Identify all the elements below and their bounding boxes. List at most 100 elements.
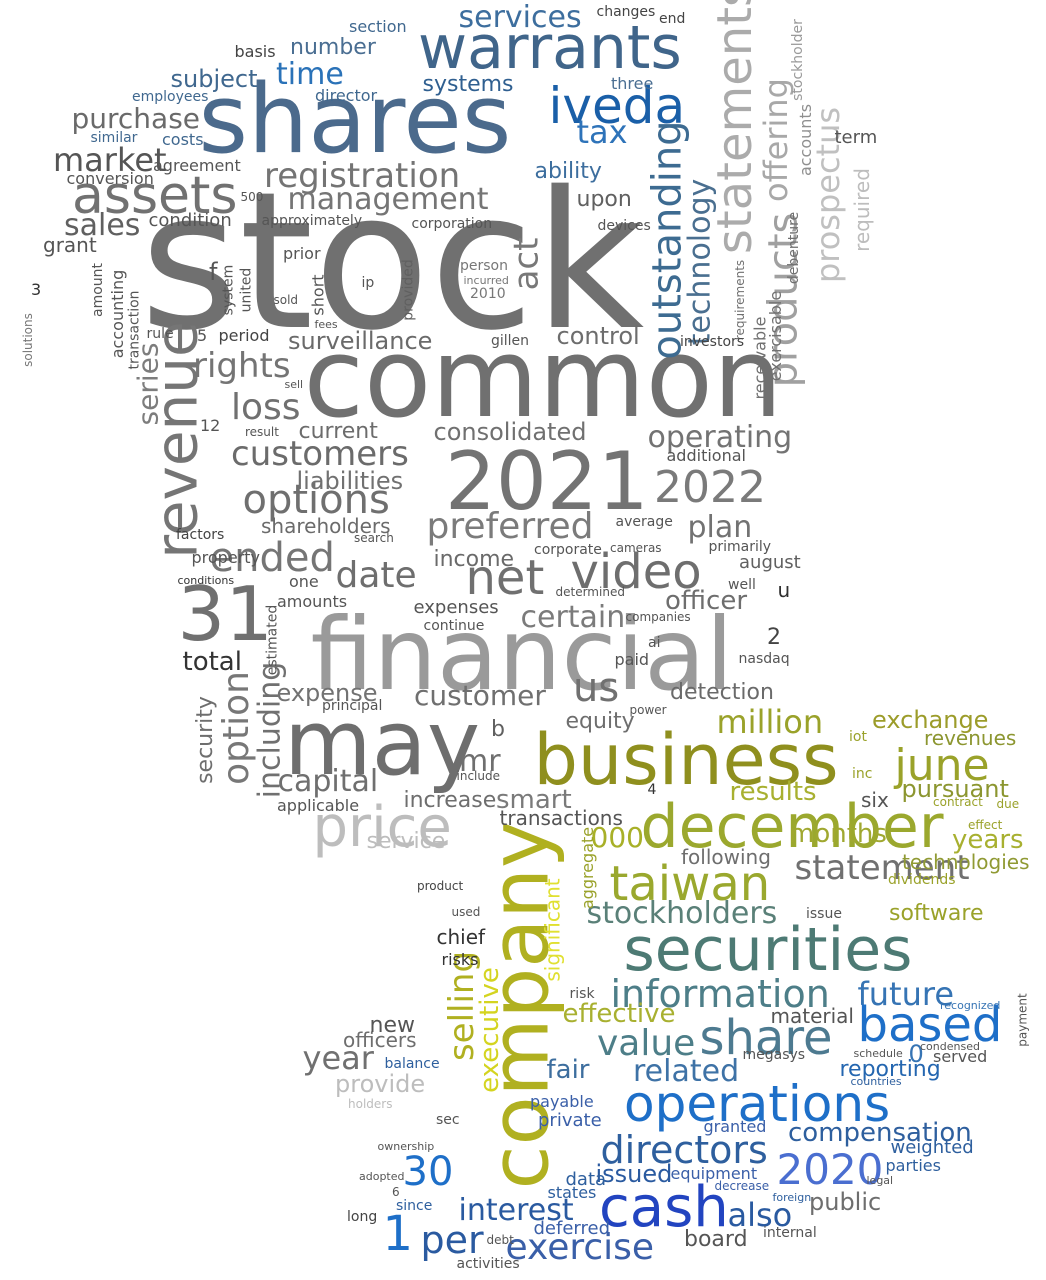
cloud-word: megasys (743, 1048, 806, 1062)
cloud-word: 6 (392, 1186, 400, 1198)
cloud-word: parties (886, 1158, 941, 1174)
cloud-word: receivable (752, 317, 768, 400)
cloud-word: purchase (72, 105, 201, 133)
cloud-word: board (684, 1229, 748, 1251)
cloud-word: paid (615, 652, 650, 668)
cloud-word: due (997, 798, 1020, 810)
cloud-word: principal (322, 699, 382, 713)
cloud-word: effective (563, 1001, 676, 1027)
cloud-word: devices (598, 219, 651, 233)
cloud-word: nasdaq (739, 652, 790, 666)
cloud-word: approximately (262, 214, 363, 228)
cloud-word: material (771, 1006, 854, 1026)
cloud-word: current (299, 421, 378, 443)
cloud-word: property (192, 550, 261, 566)
cloud-word: systems (423, 74, 514, 96)
cloud-word: determined (556, 586, 625, 598)
cloud-word: sec (436, 1113, 460, 1127)
cloud-word: provided (401, 259, 415, 320)
cloud-word: executive (477, 967, 503, 1093)
cloud-word: 2010 (470, 287, 506, 301)
cloud-word: end (659, 12, 685, 26)
cloud-word: employees (132, 90, 208, 104)
cloud-word: short (310, 274, 326, 315)
cloud-word: term (835, 129, 878, 147)
cloud-word: 12 (200, 418, 220, 434)
cloud-word: applicable (277, 798, 359, 814)
cloud-word: adopted (359, 1171, 405, 1182)
cloud-word: condensed (920, 1041, 980, 1052)
cloud-word: expenses (414, 599, 499, 617)
cloud-word: u (778, 580, 791, 600)
cloud-word: 2022 (654, 466, 766, 510)
cloud-word: internal (763, 1226, 817, 1240)
cloud-word: amounts (277, 594, 347, 610)
cloud-word: option (219, 671, 255, 785)
cloud-word: well (728, 578, 756, 592)
cloud-word: accounting (110, 270, 126, 358)
cloud-word: certain (521, 603, 626, 633)
cloud-word: surveillance (288, 329, 432, 353)
cloud-word: 500 (241, 191, 264, 203)
cloud-word: million (717, 706, 824, 738)
cloud-word: required (852, 168, 872, 252)
cloud-word: loss (231, 390, 301, 426)
cloud-word: stockholder (791, 19, 805, 101)
cloud-word: august (739, 554, 801, 572)
cloud-word: upon (577, 189, 632, 211)
cloud-word: amount (91, 263, 105, 317)
cloud-word: tax (577, 116, 628, 148)
cloud-word: condition (149, 212, 232, 230)
cloud-word: cameras (610, 542, 662, 554)
cloud-word: ai (648, 636, 660, 650)
cloud-word: control (557, 324, 640, 348)
cloud-word: factors (176, 528, 224, 542)
cloud-word: 4 (648, 783, 657, 797)
cloud-word: inc (852, 767, 872, 781)
cloud-word: 3 (31, 282, 41, 298)
cloud-word: date (336, 558, 417, 594)
cloud-word: united (239, 268, 253, 313)
cloud-word: ownership (378, 1141, 435, 1152)
cloud-word: income (434, 549, 515, 571)
cloud-word: management (288, 185, 489, 215)
cloud-word: investors (680, 335, 744, 349)
cloud-word: granted (704, 1119, 767, 1135)
cloud-word: service (367, 831, 446, 853)
cloud-word: results (730, 779, 817, 805)
cloud-word: conversion (67, 171, 154, 187)
cloud-word: estimated (265, 605, 279, 676)
cloud-word: basis (235, 44, 276, 60)
cloud-word: foreign (773, 1192, 812, 1203)
cloud-word: sold (274, 294, 299, 306)
cloud-word: gillen (491, 334, 529, 348)
cloud-word: chief (437, 927, 486, 947)
cloud-word: system (221, 265, 235, 316)
cloud-word: private (538, 1112, 602, 1130)
cloud-word: technologies (902, 852, 1030, 872)
cloud-word: effect (968, 819, 1002, 831)
cloud-word: incurred (464, 275, 509, 286)
cloud-word: technology (685, 179, 715, 346)
cloud-word: security (195, 696, 217, 784)
cloud-word: capital (278, 767, 379, 797)
cloud-word: transaction (127, 290, 141, 369)
cloud-word: consolidated (434, 420, 587, 444)
cloud-word: fair (547, 1057, 590, 1083)
cloud-word: 30 (403, 1152, 454, 1192)
cloud-word: balance (385, 1057, 440, 1071)
cloud-word: significant (542, 878, 562, 981)
cloud-word: sell (285, 379, 304, 390)
cloud-word: since (396, 1199, 432, 1213)
cloud-word: fees (315, 319, 338, 330)
cloud-word: months (789, 821, 887, 847)
cloud-word: activities (457, 1257, 520, 1271)
cloud-word: increase (404, 790, 497, 812)
cloud-word: offering (760, 78, 792, 202)
cloud-word: 2 (767, 627, 781, 649)
cloud-word: recognized (940, 1000, 1000, 1011)
cloud-word: legal (867, 1175, 894, 1186)
cloud-word: detection (670, 682, 774, 704)
cloud-word: b (491, 719, 505, 741)
cloud-word: payable (530, 1094, 594, 1110)
